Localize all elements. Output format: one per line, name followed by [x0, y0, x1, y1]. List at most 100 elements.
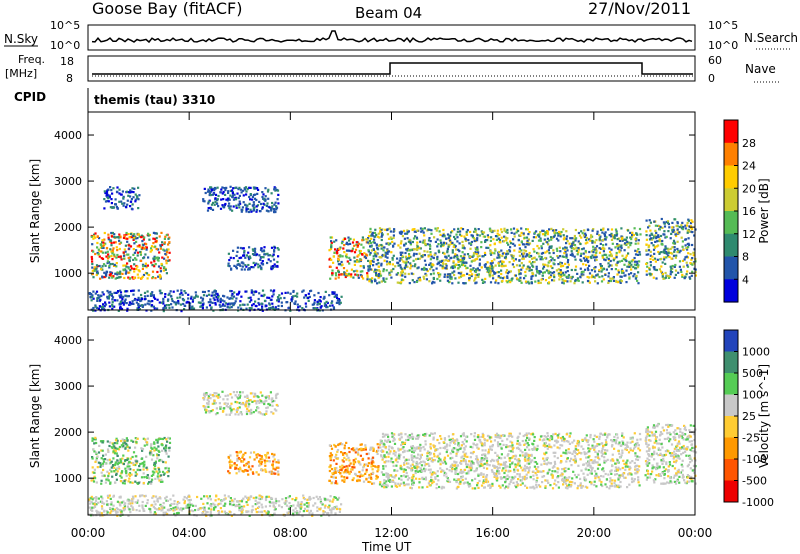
- scatter-cell: [432, 277, 435, 280]
- scatter-cell: [686, 265, 690, 268]
- scatter-cell: [481, 449, 484, 452]
- scatter-cell: [213, 399, 216, 402]
- scatter-cell: [447, 259, 450, 262]
- scatter-cell: [201, 307, 204, 310]
- scatter-cell: [267, 402, 270, 406]
- scatter-cell: [476, 237, 479, 240]
- scatter-cell: [99, 440, 103, 443]
- scatter-cell: [157, 259, 160, 262]
- scatter-cell: [167, 259, 170, 262]
- scatter-cell: [240, 256, 243, 259]
- scatter-cell: [245, 410, 248, 413]
- scatter-cell: [263, 197, 266, 200]
- scatter-cell: [489, 252, 492, 255]
- scatter-cell: [561, 439, 564, 442]
- scatter-cell: [356, 479, 359, 483]
- scatter-cell: [405, 232, 409, 235]
- scatter-cell: [546, 237, 549, 240]
- scatter-cell: [354, 248, 358, 251]
- scatter-cell: [663, 258, 666, 261]
- scatter-cell: [117, 309, 120, 312]
- scatter-cell: [568, 485, 571, 488]
- scatter-cell: [647, 246, 650, 249]
- scatter-cell: [645, 243, 648, 246]
- scatter-cell: [108, 194, 111, 197]
- scatter-cell: [359, 463, 362, 466]
- scatter-cell: [219, 299, 222, 302]
- scatter-cell: [423, 266, 426, 269]
- scatter-cell: [417, 266, 420, 269]
- scatter-cell: [92, 290, 95, 293]
- scatter-cell: [572, 470, 575, 473]
- scatter-cell: [589, 236, 592, 239]
- scatter-cell: [140, 447, 143, 450]
- scatter-cell: [168, 306, 171, 309]
- scatter-cell: [211, 409, 214, 412]
- scatter-cell: [432, 438, 435, 441]
- scatter-cell: [411, 279, 414, 282]
- scatter-cell: [512, 455, 515, 458]
- scatter-cell: [230, 302, 233, 305]
- scatter-cell: [587, 450, 590, 454]
- scatter-cell: [370, 245, 373, 248]
- scatter-cell: [227, 406, 230, 409]
- scatter-cell: [304, 294, 307, 297]
- freq-panel-frame: [87, 55, 696, 82]
- scatter-cell: [365, 470, 368, 473]
- scatter-cell: [257, 266, 260, 269]
- scatter-cell: [684, 244, 687, 247]
- scatter-cell: [399, 257, 402, 260]
- scatter-cell: [273, 203, 276, 206]
- scatter-cell: [500, 228, 503, 231]
- scatter-cell: [354, 451, 357, 454]
- scatter-cell: [368, 266, 371, 269]
- scatter-cell: [688, 230, 691, 233]
- scatter-cell: [415, 280, 419, 283]
- scatter-cell: [576, 253, 579, 256]
- scatter-cell: [482, 475, 485, 478]
- scatter-cell: [618, 456, 622, 459]
- scatter-cell: [598, 234, 601, 237]
- scatter-cell: [432, 256, 435, 260]
- scatter-cell: [440, 259, 444, 262]
- scatter-cell: [627, 246, 630, 249]
- scatter-cell: [401, 274, 404, 277]
- scatter-cell: [245, 193, 248, 196]
- scatter-cell: [205, 306, 208, 309]
- scatter-cell: [119, 458, 122, 461]
- scatter-cell: [242, 194, 245, 197]
- scatter-cell: [214, 197, 217, 200]
- scatter-cell: [392, 439, 395, 442]
- scatter-cell: [591, 229, 594, 232]
- scatter-cell: [671, 226, 674, 229]
- scatter-cell: [111, 231, 114, 235]
- scatter-cell: [143, 476, 146, 479]
- scatter-cell: [238, 396, 241, 399]
- scatter-cell: [609, 277, 612, 280]
- scatter-cell: [404, 262, 407, 265]
- scatter-cell: [412, 254, 415, 257]
- scatter-cell: [239, 411, 242, 414]
- scatter-cell: [119, 291, 123, 294]
- scatter-cell: [163, 242, 166, 245]
- scatter-cell: [116, 447, 119, 450]
- scatter-cell: [181, 293, 184, 296]
- scatter-cell: [157, 265, 161, 268]
- scatter-cell: [487, 484, 490, 487]
- scatter-cell: [111, 307, 114, 310]
- scatter-cell: [127, 233, 130, 236]
- scatter-cell: [511, 255, 514, 258]
- scatter-cell: [117, 461, 121, 465]
- scatter-cell: [267, 188, 270, 191]
- scatter-cell: [648, 224, 651, 227]
- scatter-cell: [335, 294, 338, 297]
- scatter-cell: [409, 255, 412, 259]
- scatter-cell: [412, 475, 415, 478]
- scatter-cell: [594, 456, 597, 459]
- scatter-cell: [505, 271, 508, 274]
- scatter-cell: [93, 450, 96, 453]
- scatter-cell: [574, 265, 578, 268]
- scatter-cell: [478, 264, 481, 267]
- scatter-cell: [139, 462, 142, 466]
- scatter-cell: [433, 236, 436, 239]
